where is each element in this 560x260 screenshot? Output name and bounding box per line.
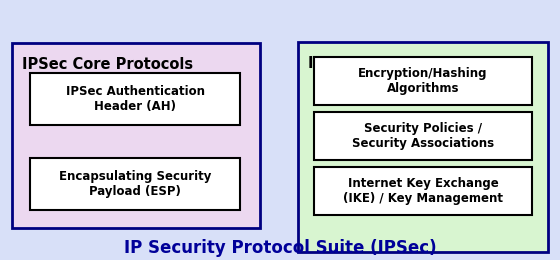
Text: Security Policies /
Security Associations: Security Policies / Security Association… <box>352 122 494 150</box>
FancyBboxPatch shape <box>314 167 532 215</box>
FancyBboxPatch shape <box>298 42 548 252</box>
FancyBboxPatch shape <box>30 73 240 125</box>
Text: IP Security Protocol Suite (IPSec): IP Security Protocol Suite (IPSec) <box>124 239 436 257</box>
Text: IPSec Authentication
Header (AH): IPSec Authentication Header (AH) <box>66 85 204 113</box>
Text: IPSec Core Protocols: IPSec Core Protocols <box>22 57 193 72</box>
FancyBboxPatch shape <box>30 158 240 210</box>
Text: IPSec Support Components: IPSec Support Components <box>308 56 533 71</box>
Text: Encapsulating Security
Payload (ESP): Encapsulating Security Payload (ESP) <box>59 170 211 198</box>
FancyBboxPatch shape <box>314 57 532 105</box>
FancyBboxPatch shape <box>12 43 260 228</box>
FancyBboxPatch shape <box>314 112 532 160</box>
Text: Encryption/Hashing
Algorithms: Encryption/Hashing Algorithms <box>358 67 488 95</box>
Text: Internet Key Exchange
(IKE) / Key Management: Internet Key Exchange (IKE) / Key Manage… <box>343 177 503 205</box>
